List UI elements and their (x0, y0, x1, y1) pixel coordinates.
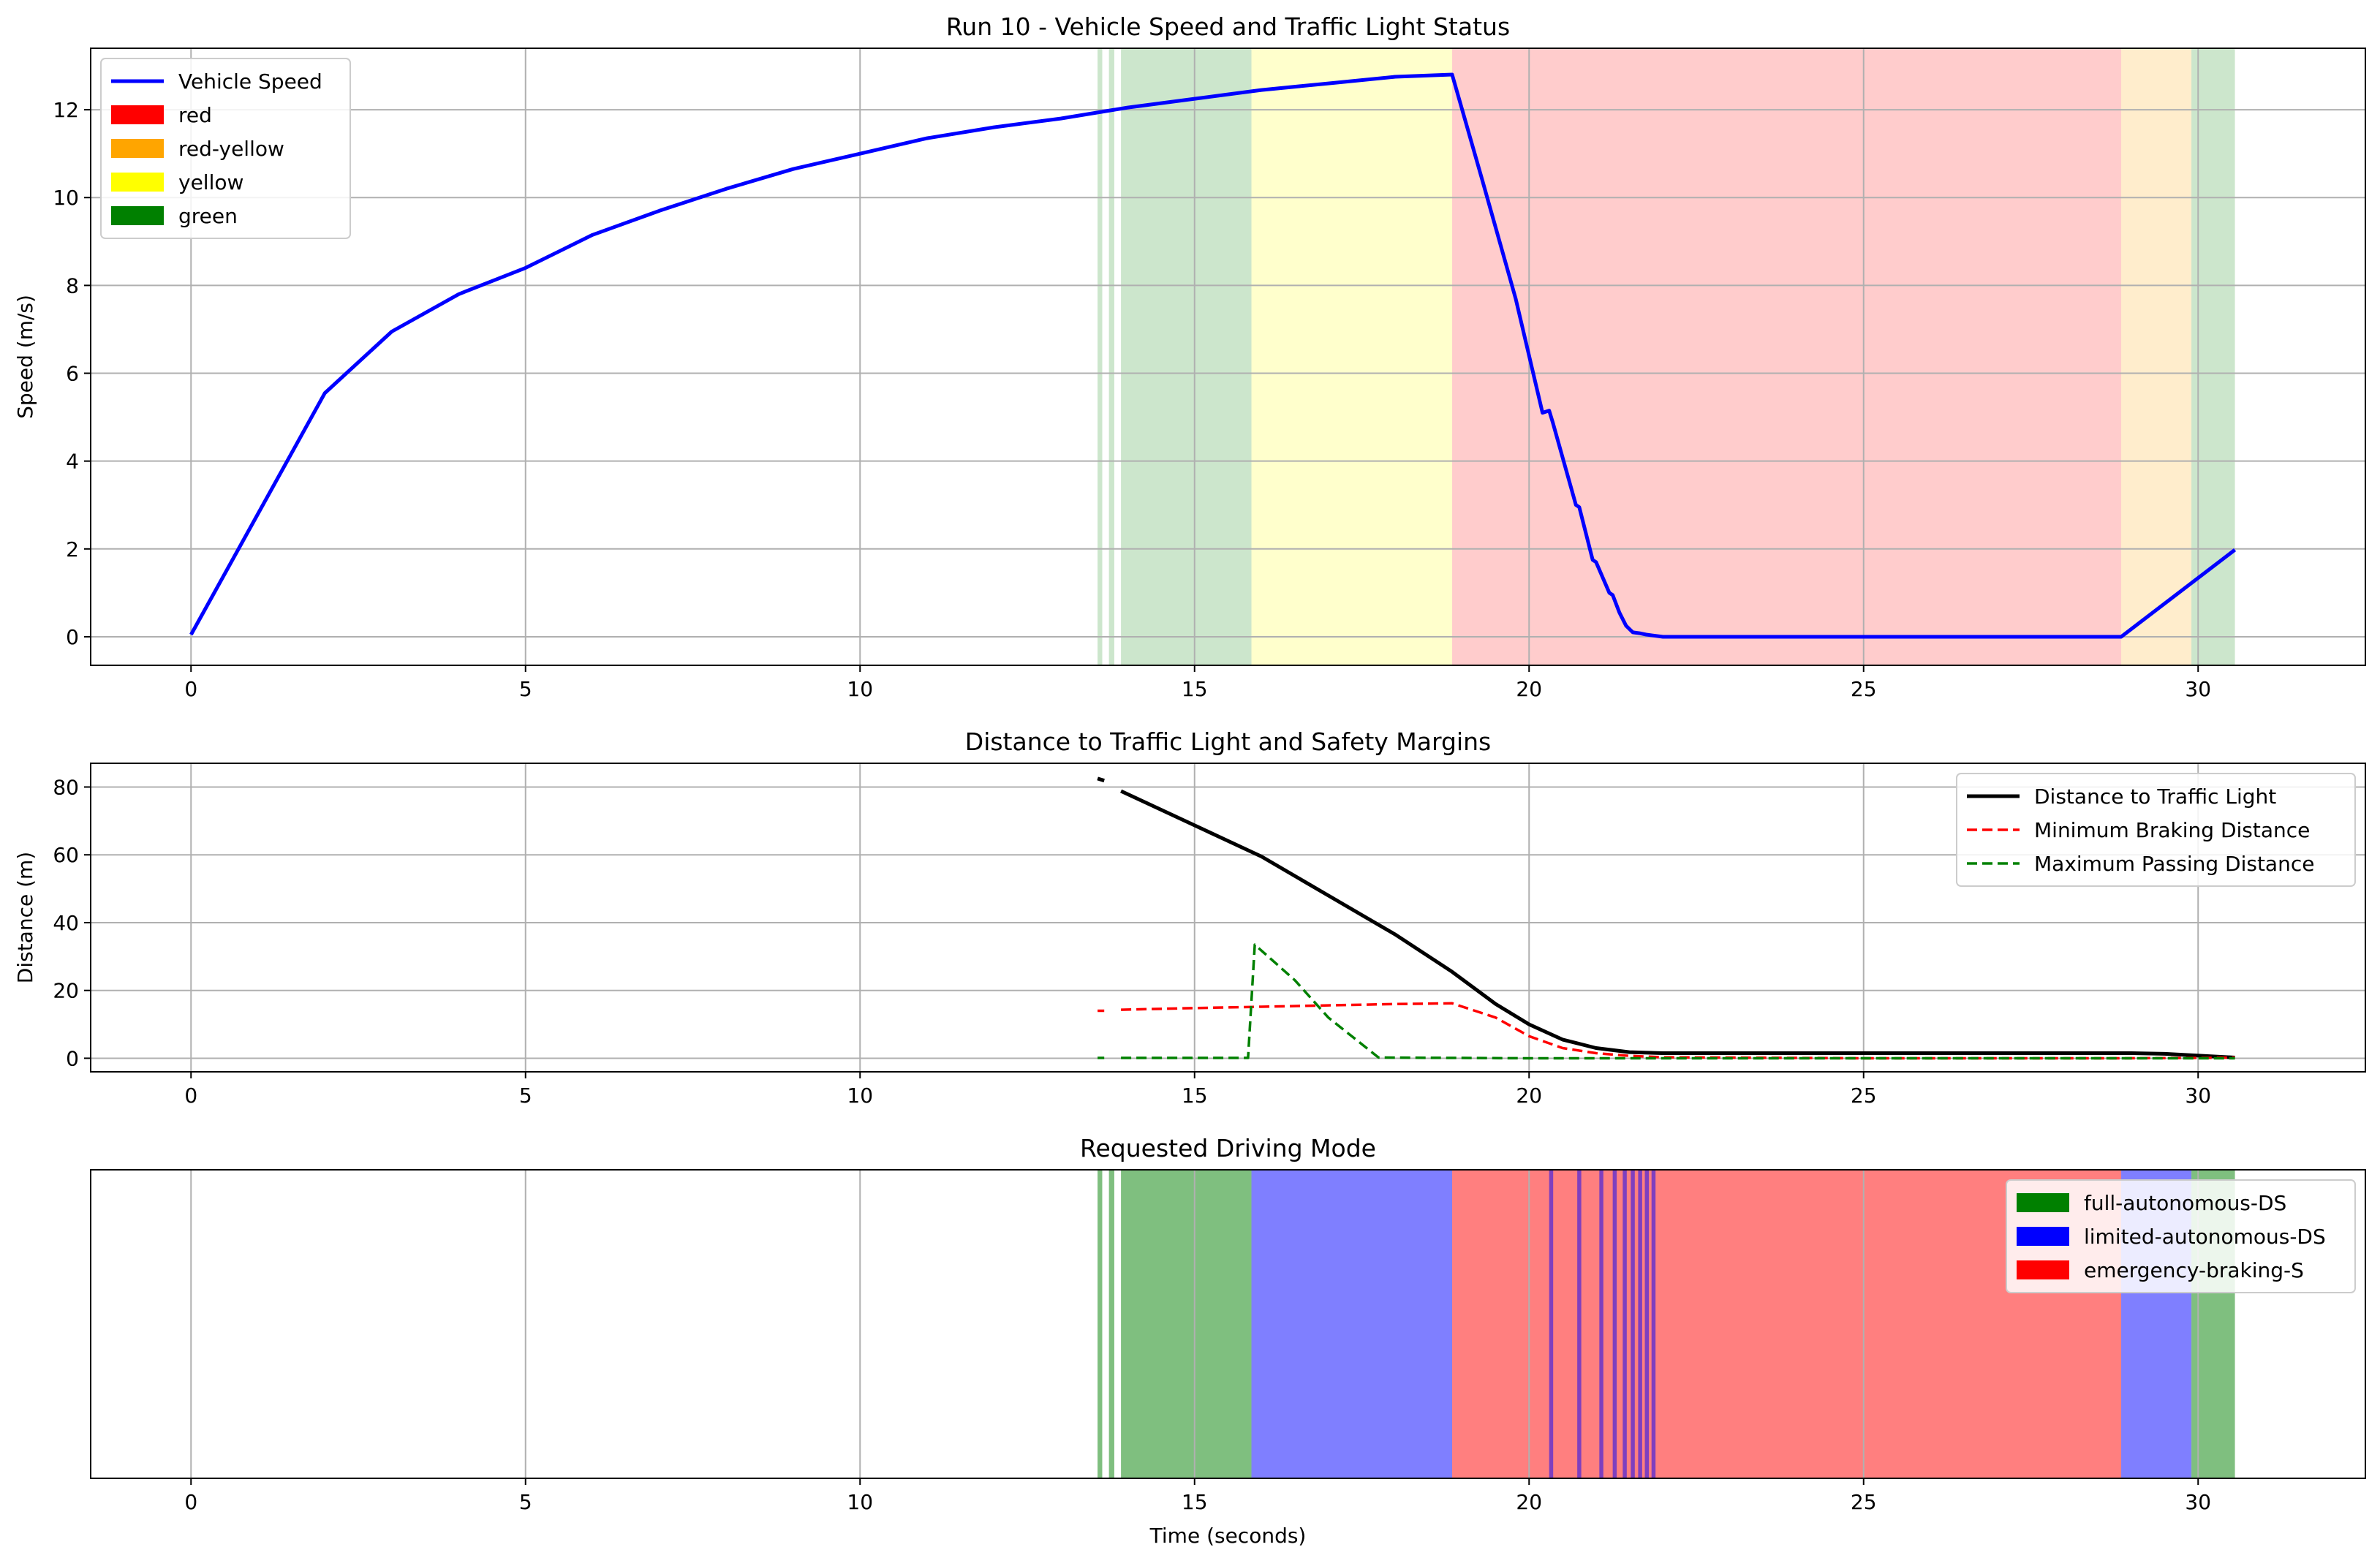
x-tick-label: 10 (847, 677, 873, 701)
span-yellow-4 (1251, 48, 1453, 665)
series-line-distance-to-traffic-light-2 (1120, 789, 2235, 1059)
series-line-vehicle-speed-1 (189, 72, 2237, 639)
y-tick-label: 8 (66, 273, 79, 298)
legend-swatch-limited-autonomous-ds (2017, 1227, 2069, 1246)
span-full-autonomous-ds-1 (1098, 1170, 1103, 1478)
y-tick-label: 0 (66, 1046, 79, 1070)
legend: full-autonomous-DS limited-autonomous-DS e… (2006, 1179, 2356, 1293)
y-tick-label: 6 (66, 362, 79, 386)
chart-title: Requested Driving Mode (1080, 1134, 1376, 1162)
x-tick-label: 30 (2185, 1084, 2211, 1108)
span-limited-autonomous-ds-4 (1251, 1170, 1453, 1478)
x-tick-label: 15 (1182, 1084, 1208, 1108)
span-limited-autonomous-ds-13 (1644, 1170, 1650, 1478)
legend-label-vehicle-speed: Vehicle Speed (178, 69, 322, 94)
legend-label-limited-autonomous-ds: limited-autonomous-DS (2084, 1225, 2326, 1249)
x-tick-label: 10 (847, 1084, 873, 1108)
legend-swatch-yellow (111, 173, 164, 192)
y-tick-label: 4 (66, 450, 79, 474)
series-line-minimum-braking-distance-2 (1121, 1002, 2235, 1060)
legend: Distance to Traffic Light Minimum Braking… (1956, 773, 2356, 887)
series-line-maximum-passing-distance-2 (1121, 943, 2235, 1060)
span-limited-autonomous-ds-10 (1622, 1170, 1627, 1478)
legend-swatch-green (111, 206, 164, 225)
span-red-5 (1452, 48, 2122, 665)
span-full-autonomous-ds-2 (1108, 1170, 1114, 1478)
y-tick-label: 40 (53, 911, 79, 935)
panel-driving-mode: 0 5 10 15 20 25 30 Requested Driving Mode Time (… (90, 1134, 2366, 1548)
axes-frame (90, 1169, 2366, 1479)
legend-label-yellow: yellow (178, 170, 243, 194)
x-tick-label: 30 (2185, 1490, 2211, 1514)
legend-label-green: green (178, 204, 238, 228)
y-tick-label: 2 (66, 537, 79, 561)
span-green-3 (1121, 48, 1252, 665)
axes-frame (90, 763, 2366, 1073)
legend-label-minimum-braking-distance: Minimum Braking Distance (2034, 818, 2310, 842)
y-tick-label: 20 (53, 979, 79, 1003)
span-green-1 (1098, 48, 1103, 665)
x-tick-label: 0 (184, 677, 197, 701)
span-limited-autonomous-ds-7 (1577, 1170, 1582, 1478)
x-tick-label: 25 (1851, 1084, 1877, 1108)
chart-title: Run 10 - Vehicle Speed and Traffic Light… (946, 12, 1510, 41)
span-red-yellow-6 (2121, 48, 2192, 665)
x-tick-label: 30 (2185, 677, 2211, 701)
legend-label-red-yellow: red-yellow (178, 137, 284, 161)
legend-swatch-red-yellow (111, 139, 164, 158)
legend: Vehicle Speed red red-yellow yellow green (100, 58, 351, 239)
y-tick-label: 80 (53, 775, 79, 799)
x-tick-label: 25 (1851, 1490, 1877, 1514)
axes-frame (90, 48, 2366, 666)
legend-frame (100, 58, 351, 239)
x-axis-label: Time (seconds) (1149, 1524, 1307, 1548)
x-tick-label: 15 (1182, 1490, 1208, 1514)
span-green-2 (1108, 48, 1114, 665)
span-full-autonomous-ds-3 (1121, 1170, 1252, 1478)
span-limited-autonomous-ds-11 (1631, 1170, 1635, 1478)
x-tick-label: 0 (184, 1490, 197, 1514)
y-tick-label: 12 (53, 98, 79, 122)
span-limited-autonomous-ds-12 (1638, 1170, 1642, 1478)
x-tick-label: 15 (1182, 677, 1208, 701)
y-tick-label: 0 (66, 625, 79, 649)
y-axis-label: Speed (m/s) (13, 295, 37, 419)
legend-swatch-full-autonomous-ds (2017, 1193, 2069, 1212)
span-limited-autonomous-ds-14 (1651, 1170, 1656, 1478)
y-axis-label: Distance (m) (13, 852, 37, 983)
x-tick-label: 5 (519, 1490, 532, 1514)
legend-frame (1956, 773, 2356, 887)
x-tick-label: 5 (519, 1084, 532, 1108)
span-limited-autonomous-ds-6 (1549, 1170, 1554, 1478)
y-tick-label: 60 (53, 843, 79, 867)
panel-speed: 0 5 10 15 20 25 30 0 2 4 6 8 10 12 Run 10 - Vehicle Sp… (13, 12, 2366, 701)
legend-label-red: red (178, 103, 212, 127)
x-tick-label: 25 (1851, 677, 1877, 701)
legend-label-emergency-braking-s: emergency-braking-S (2084, 1258, 2304, 1282)
legend-swatch-red (111, 105, 164, 124)
x-tick-label: 20 (1516, 1084, 1542, 1108)
x-tick-label: 0 (184, 1084, 197, 1108)
legend-label-full-autonomous-ds: full-autonomous-DS (2084, 1191, 2286, 1215)
y-tick-label: 10 (53, 186, 79, 210)
legend-swatch-emergency-braking-s (2017, 1260, 2069, 1279)
chart-title: Distance to Traffic Light and Safety Mar… (965, 727, 1491, 756)
legend-label-maximum-passing-distance: Maximum Passing Distance (2034, 852, 2314, 876)
span-limited-autonomous-ds-9 (1612, 1170, 1617, 1478)
series-line-distance-to-traffic-light-1 (1097, 776, 1105, 783)
x-tick-label: 20 (1516, 1490, 1542, 1514)
x-tick-label: 10 (847, 1490, 873, 1514)
x-tick-label: 20 (1516, 677, 1542, 701)
panel-distance: 0 5 10 15 20 25 30 0 20 40 60 80 Distance to Traffic… (13, 727, 2366, 1108)
span-limited-autonomous-ds-8 (1599, 1170, 1603, 1478)
x-tick-label: 5 (519, 677, 532, 701)
legend-label-distance-to-traffic-light: Distance to Traffic Light (2034, 784, 2276, 809)
legend-frame (2006, 1179, 2356, 1293)
